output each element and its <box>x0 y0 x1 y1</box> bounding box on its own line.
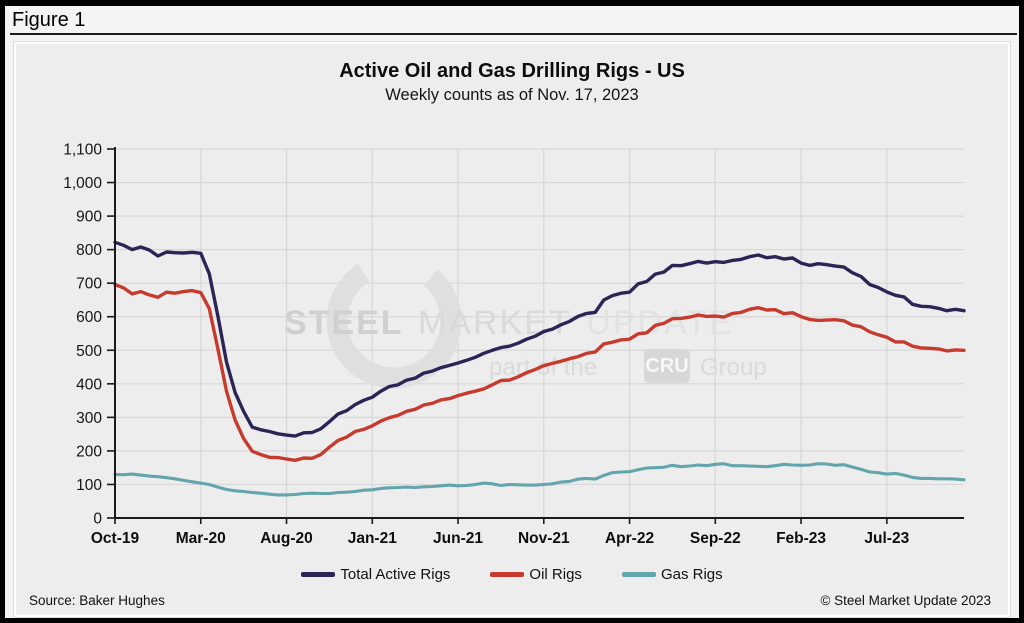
watermark-text: STEEL MARKET UPDATE <box>284 304 734 342</box>
y-axis-tick-label: 1,100 <box>63 142 102 159</box>
legend-label: Oil Rigs <box>529 566 582 583</box>
series-line-gas-rigs <box>113 462 966 497</box>
y-axis-tick-label: 200 <box>76 443 102 460</box>
watermark-word-steel: STEEL <box>284 304 404 342</box>
legend-item: Oil Rigs <box>490 566 582 583</box>
legend-swatch <box>490 572 525 577</box>
legend-swatch <box>301 572 336 577</box>
y-axis-tick-label: 100 <box>76 477 102 494</box>
legend-label: Gas Rigs <box>660 566 723 583</box>
series-line-oil-rigs <box>113 282 966 462</box>
x-axis-tick-label: Aug-20 <box>260 530 313 547</box>
x-axis-tick-label: Oct-19 <box>91 530 140 547</box>
legend-swatch <box>621 572 656 577</box>
watermark-word-market: MARKET <box>418 304 572 342</box>
series-line-total-active-rigs <box>113 240 966 438</box>
footer: Source: Baker Hughes © Steel Market Upda… <box>29 593 991 608</box>
watermark-ring-logo <box>326 253 462 389</box>
data-series-lines <box>113 240 966 497</box>
cru-logo-text: CRU <box>645 355 688 377</box>
axes: 0 100 200 300 400 500 600 700 800 900 1,000 1,100 Oc… <box>63 142 964 547</box>
x-axis-tick-label: Nov-21 <box>518 530 570 547</box>
y-axis-tick-label: 300 <box>76 410 102 427</box>
source-note: Source: Baker Hughes <box>29 593 165 608</box>
watermark: STEEL MARKET UPDATE part of the CRU Grou… <box>284 253 767 389</box>
watermark-tagline-suffix: Group <box>700 354 767 381</box>
y-axis-tick-label: 0 <box>93 511 102 528</box>
chart-plot: STEEL MARKET UPDATE part of the CRU Grou… <box>63 142 966 547</box>
legend-item: Gas Rigs <box>621 566 723 583</box>
copyright-note: © Steel Market Update 2023 <box>820 593 991 608</box>
figure-rule <box>10 33 1017 35</box>
chart-panel: Active Oil and Gas Drilling Rigs - US We… <box>14 42 1010 617</box>
x-axis-tick-label: Mar-20 <box>176 530 226 547</box>
x-axis-tick-label: Jun-21 <box>433 530 483 547</box>
y-axis-tick-label: 1,000 <box>63 175 102 192</box>
x-axis-tick-label: Apr-22 <box>605 530 654 547</box>
x-axis-tick-label: Sep-22 <box>690 530 741 547</box>
y-axis-tick-label: 600 <box>76 309 102 326</box>
legend-item: Total Active Rigs <box>301 566 450 583</box>
chart-title: Active Oil and Gas Drilling Rigs - US <box>339 60 685 82</box>
cru-logo-box <box>644 349 690 383</box>
y-axis-tick-label: 400 <box>76 376 102 393</box>
y-axis-tick-label: 800 <box>76 242 102 259</box>
chart-subtitle: Weekly counts as of Nov. 17, 2023 <box>385 86 639 104</box>
gridlines <box>115 148 964 518</box>
figure-label: Figure 1 <box>12 9 86 31</box>
y-axis-tick-label: 500 <box>76 343 102 360</box>
y-axis-tick-label: 700 <box>76 276 102 293</box>
y-axis-tick-label: 900 <box>76 209 102 226</box>
x-axis-tick-label: Jul-23 <box>864 530 909 547</box>
x-axis-tick-label: Feb-23 <box>776 530 826 547</box>
legend-label: Total Active Rigs <box>340 566 451 583</box>
x-axis-tick-label: Jan-21 <box>348 530 397 547</box>
figure-background: Figure 1 Active Oil and Gas Drilling Rig… <box>5 6 1019 618</box>
legend: Total Active Rigs Oil Rigs Gas Rigs <box>16 566 1008 583</box>
